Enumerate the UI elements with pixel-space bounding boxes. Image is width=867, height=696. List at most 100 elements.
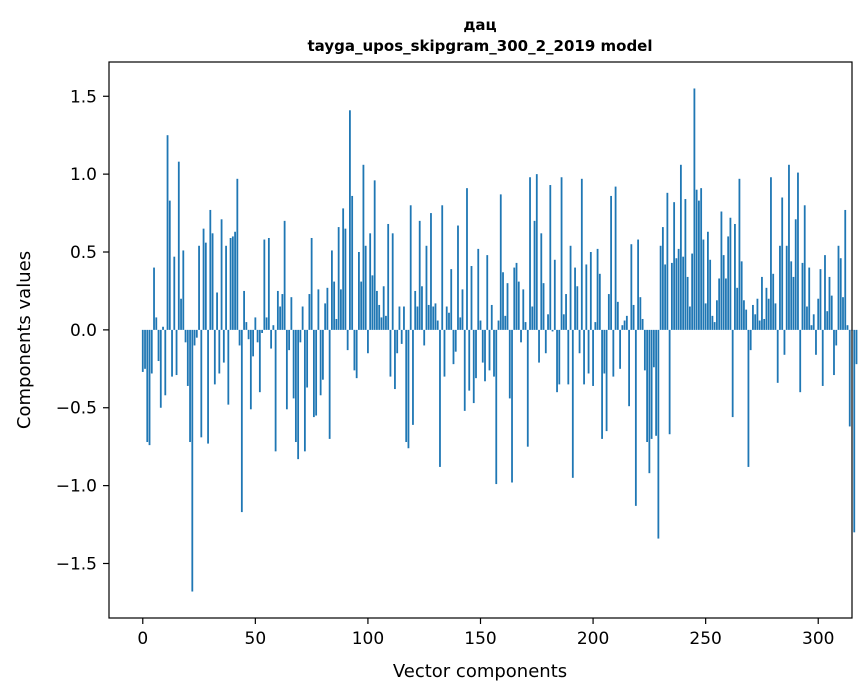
bar-166 (515, 262, 518, 330)
bar-242 (686, 276, 689, 330)
bar-14 (173, 256, 176, 330)
bar-118 (407, 329, 410, 449)
bar-126 (425, 245, 428, 330)
bar-132 (439, 329, 441, 467)
bar-116 (403, 306, 405, 330)
x-tick-label: 250 (689, 629, 721, 649)
bar-175 (535, 174, 538, 330)
bar-230 (659, 245, 662, 330)
bar-144 (466, 188, 468, 330)
bar-141 (459, 317, 462, 330)
bar-66 (290, 297, 293, 330)
bar-43 (238, 329, 241, 346)
bar-136 (448, 312, 450, 330)
bar-86 (335, 318, 338, 330)
bar-237 (675, 258, 678, 330)
bar-139 (454, 329, 457, 352)
x-tick-label: 50 (245, 629, 267, 649)
bar-261 (729, 217, 732, 330)
bar-59 (274, 329, 277, 452)
y-tick-label: 0.0 (70, 321, 97, 341)
bar-91 (346, 329, 349, 351)
bar-206 (605, 329, 608, 432)
bar-128 (430, 213, 432, 330)
bar-171 (526, 329, 529, 447)
bar-177 (540, 233, 543, 330)
bar-205 (603, 329, 606, 374)
bar-271 (752, 304, 754, 330)
bar-278 (767, 298, 770, 330)
bar-40 (231, 236, 234, 330)
bar-15 (175, 329, 178, 376)
bar-193 (576, 286, 579, 330)
bar-75 (310, 237, 313, 330)
bar-115 (400, 329, 403, 344)
bar-281 (774, 303, 777, 330)
bar-33 (216, 292, 218, 330)
bar-46 (245, 322, 248, 330)
y-tick-label: −1.5 (56, 554, 97, 574)
bar-71 (301, 306, 304, 330)
bar-306 (830, 295, 833, 330)
bar-22 (191, 329, 194, 592)
bar-249 (702, 239, 705, 330)
bar-109 (387, 223, 390, 330)
bar-219 (634, 329, 637, 506)
bar-34 (218, 329, 221, 374)
bar-163 (508, 329, 511, 399)
bar-229 (657, 329, 660, 539)
bar-135 (445, 306, 448, 330)
bar-236 (673, 202, 676, 330)
bar-140 (457, 225, 459, 330)
bar-178 (542, 283, 545, 330)
bar-10 (164, 329, 167, 396)
bar-78 (317, 289, 320, 330)
bar-222 (641, 318, 644, 330)
bar-159 (499, 194, 502, 330)
bar-20 (186, 329, 189, 386)
bar-165 (513, 267, 516, 330)
bar-138 (452, 329, 455, 365)
bar-16 (177, 161, 180, 330)
bar-280 (772, 273, 775, 330)
bar-287 (788, 164, 790, 330)
bar-309 (837, 245, 840, 330)
bar-51 (256, 329, 259, 343)
bar-267 (743, 300, 745, 330)
bar-295 (806, 306, 808, 330)
bar-308 (835, 329, 838, 346)
bar-61 (279, 306, 282, 330)
bar-52 (258, 329, 261, 393)
bar-8 (159, 329, 162, 408)
bar-124 (421, 286, 423, 330)
bar-297 (810, 325, 813, 330)
bar-202 (596, 248, 599, 330)
bar-199 (589, 252, 592, 330)
bar-254 (713, 322, 716, 330)
bar-7 (157, 329, 160, 362)
bar-312 (844, 209, 847, 330)
bar-272 (754, 314, 757, 330)
bar-11 (166, 135, 169, 330)
bar-268 (745, 309, 748, 330)
bar-41 (234, 231, 236, 330)
bar-196 (583, 329, 585, 385)
bar-42 (236, 178, 239, 330)
bar-125 (423, 329, 426, 346)
x-tick-label: 100 (352, 629, 384, 649)
bar-48 (249, 329, 252, 410)
bar-146 (470, 266, 473, 330)
bar-47 (247, 329, 250, 340)
bar-30 (209, 209, 212, 330)
bar-95 (355, 329, 358, 379)
bar-62 (281, 294, 284, 330)
bar-204 (601, 329, 603, 439)
bar-27 (202, 228, 205, 330)
bar-127 (427, 304, 430, 330)
bar-183 (553, 259, 556, 330)
bar-289 (792, 276, 795, 330)
bar-234 (668, 329, 671, 435)
bar-49 (252, 329, 254, 357)
bar-190 (569, 245, 572, 330)
bar-112 (394, 329, 396, 390)
